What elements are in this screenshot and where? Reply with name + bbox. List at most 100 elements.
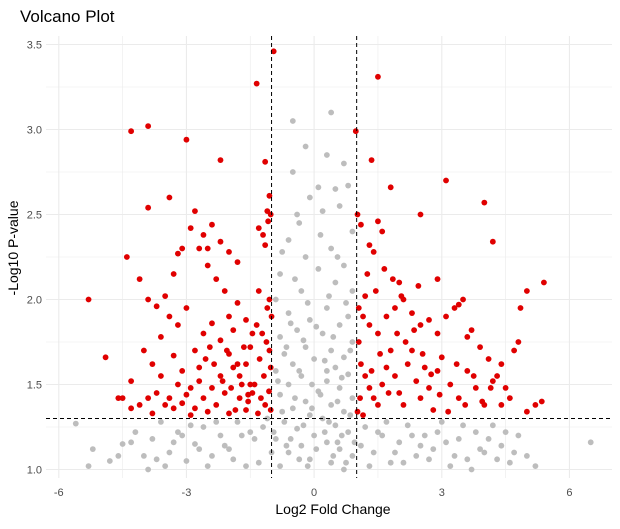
significant-point <box>149 361 156 367</box>
significant-point <box>455 395 462 401</box>
significant-point <box>166 395 173 401</box>
significant-point <box>179 368 186 374</box>
nonsignificant-point <box>417 442 424 449</box>
nonsignificant-point <box>321 357 328 364</box>
nonsignificant-point <box>345 182 352 189</box>
significant-point <box>366 242 373 249</box>
significant-point <box>226 410 232 417</box>
significant-point <box>209 320 215 327</box>
significant-point <box>498 361 505 367</box>
significant-point <box>158 373 164 379</box>
significant-point <box>166 313 173 320</box>
nonsignificant-point <box>292 276 298 282</box>
nonsignificant-point <box>340 466 347 473</box>
significant-point <box>260 232 266 238</box>
nonsignificant-point <box>326 419 332 425</box>
significant-point <box>175 381 181 388</box>
nonsignificant-point <box>209 453 215 459</box>
nonsignificant-point <box>426 456 432 463</box>
nonsignificant-point <box>277 463 283 469</box>
significant-point <box>247 344 254 350</box>
significant-point <box>370 249 377 255</box>
nonsignificant-point <box>306 456 313 463</box>
point-layer <box>72 48 594 473</box>
significant-point <box>511 347 518 354</box>
nonsignificant-point <box>336 446 343 452</box>
significant-point <box>360 313 366 320</box>
significant-point <box>200 232 207 238</box>
significant-point <box>368 368 375 374</box>
significant-point <box>453 361 460 367</box>
nonsignificant-point <box>338 374 345 381</box>
significant-point <box>249 330 256 337</box>
significant-point <box>192 347 198 354</box>
significant-point <box>256 356 263 362</box>
significant-point <box>434 276 441 282</box>
significant-point <box>354 408 361 415</box>
significant-point <box>196 378 203 384</box>
significant-point <box>253 322 260 328</box>
significant-point <box>387 347 394 354</box>
nonsignificant-point <box>358 442 364 449</box>
nonsignificant-point <box>183 458 190 464</box>
significant-point <box>532 402 539 408</box>
nonsignificant-point <box>409 432 415 439</box>
nonsignificant-point <box>515 432 522 439</box>
significant-point <box>217 337 224 344</box>
nonsignificant-point <box>323 368 330 374</box>
nonsignificant-point <box>89 446 96 452</box>
nonsignificant-point <box>334 254 341 260</box>
nonsignificant-point <box>306 412 313 418</box>
nonsignificant-point <box>481 449 488 456</box>
significant-point <box>192 208 198 215</box>
nonsignificant-point <box>321 429 328 435</box>
nonsignificant-point <box>300 422 307 429</box>
nonsignificant-point <box>328 109 335 116</box>
nonsignificant-point <box>294 327 300 333</box>
significant-point <box>217 373 224 379</box>
nonsignificant-point <box>140 453 147 459</box>
significant-point <box>411 327 418 333</box>
x-tick-label: 6 <box>566 487 572 499</box>
significant-point <box>221 288 228 294</box>
significant-point <box>192 405 198 412</box>
nonsignificant-point <box>221 442 228 449</box>
nonsignificant-point <box>404 422 411 429</box>
nonsignificant-point <box>132 429 139 435</box>
nonsignificant-point <box>434 429 441 435</box>
significant-point <box>162 293 169 299</box>
significant-point <box>352 128 359 135</box>
significant-point <box>243 361 249 367</box>
nonsignificant-point <box>175 429 181 435</box>
significant-point <box>128 405 135 412</box>
significant-point <box>262 402 269 408</box>
nonsignificant-point <box>455 436 462 442</box>
significant-point <box>213 276 220 282</box>
significant-point <box>234 259 241 265</box>
significant-point <box>417 211 424 218</box>
nonsignificant-point <box>443 439 449 446</box>
nonsignificant-point <box>587 439 594 446</box>
nonsignificant-point <box>349 339 356 345</box>
nonsignificant-point <box>319 330 326 337</box>
nonsignificant-point <box>294 425 300 432</box>
nonsignificant-point <box>340 262 347 269</box>
significant-point <box>360 412 366 418</box>
significant-point <box>470 373 477 379</box>
nonsignificant-point <box>502 429 509 435</box>
nonsignificant-point <box>162 463 169 469</box>
nonsignificant-point <box>302 398 309 405</box>
significant-point <box>354 211 361 218</box>
significant-point <box>358 221 364 228</box>
nonsignificant-point <box>145 466 152 473</box>
significant-point <box>383 313 390 320</box>
nonsignificant-point <box>489 422 496 429</box>
significant-point <box>115 395 122 401</box>
significant-point <box>472 385 479 391</box>
nonsignificant-point <box>532 463 539 469</box>
significant-point <box>375 402 381 408</box>
nonsignificant-point <box>332 364 339 371</box>
significant-point <box>253 80 260 87</box>
nonsignificant-point <box>85 463 92 469</box>
significant-point <box>238 381 245 388</box>
